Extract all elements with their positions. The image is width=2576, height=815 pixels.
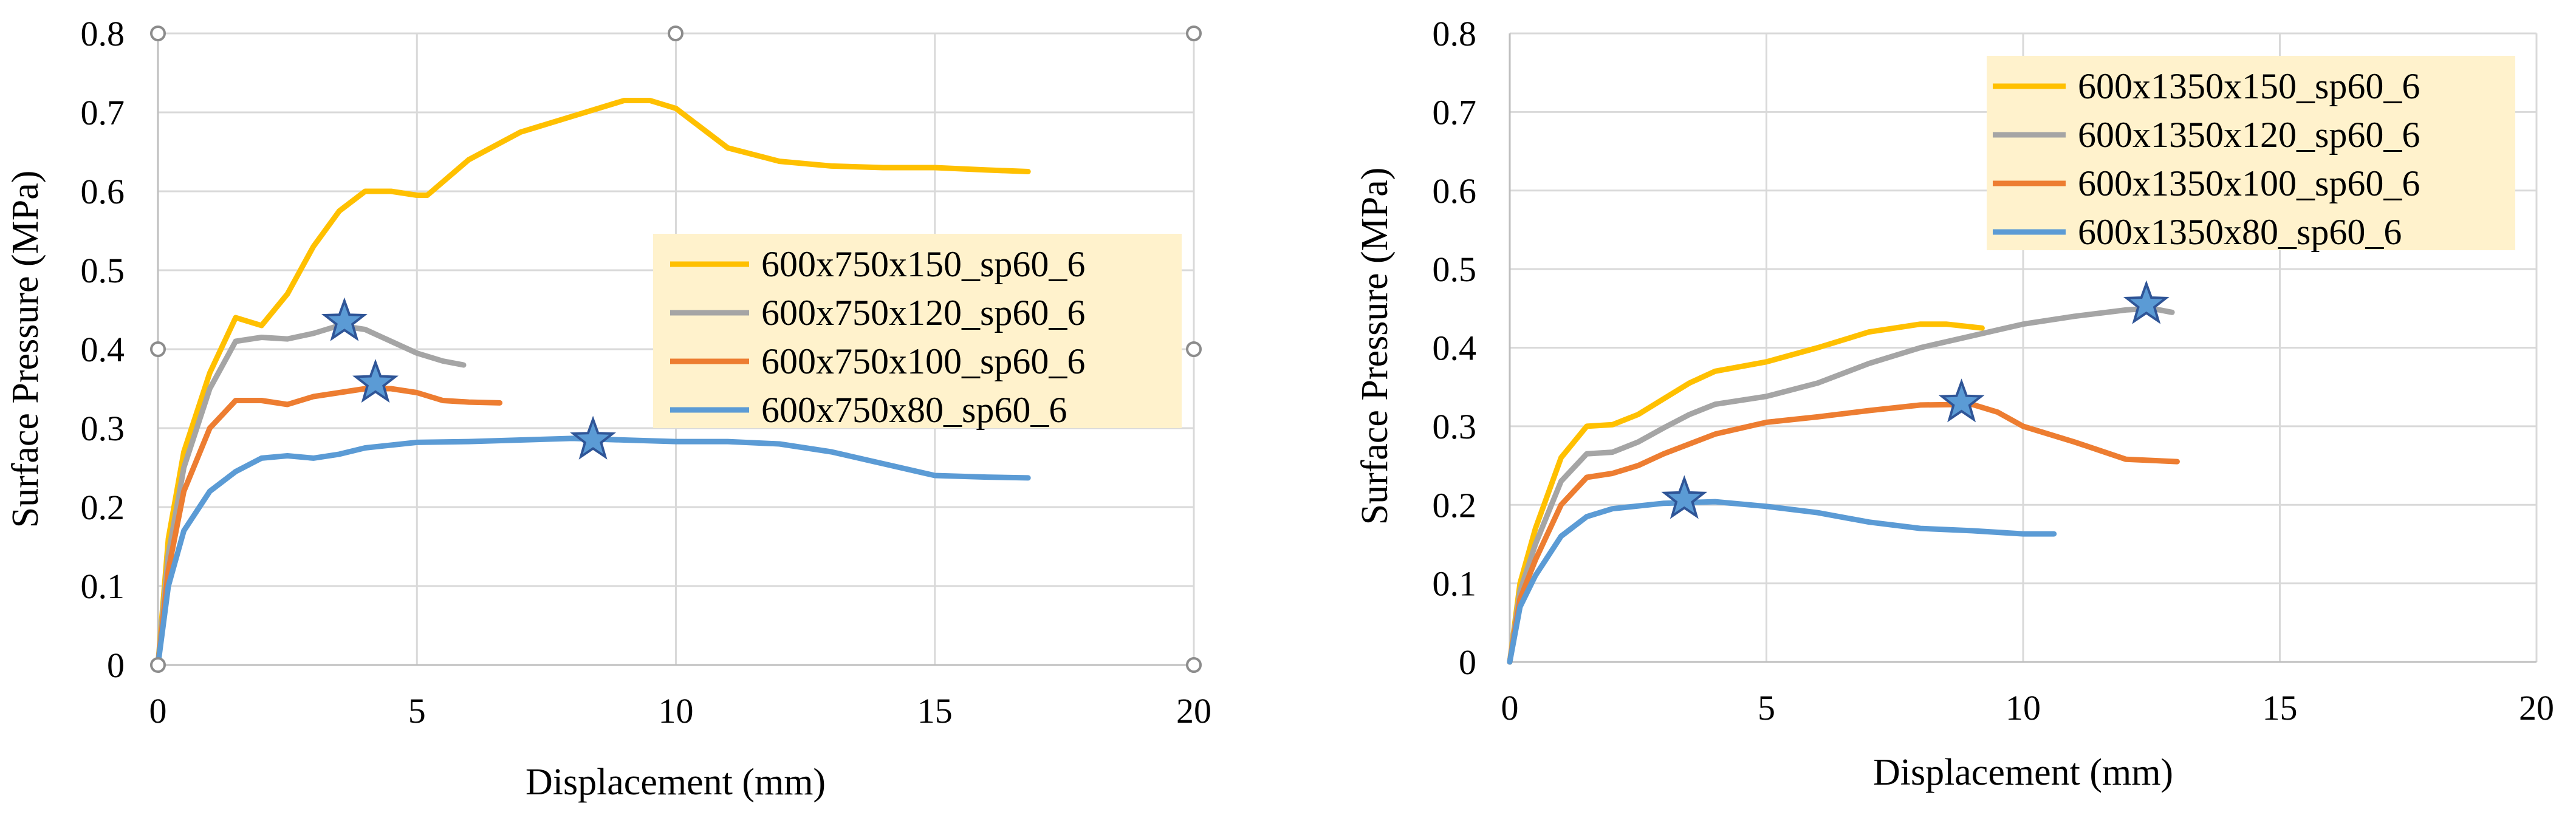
series-line[interactable] bbox=[1507, 499, 2057, 665]
chart-left-selection-handles[interactable] bbox=[150, 26, 1202, 673]
star-marker bbox=[1938, 378, 1985, 423]
chart-left-y-axis-title: Surface Pressure (MPa) bbox=[5, 171, 46, 528]
star-marker bbox=[570, 415, 616, 460]
chart-left-series bbox=[155, 98, 1031, 668]
selection-handle[interactable] bbox=[668, 26, 683, 41]
x-tick-label: 5 bbox=[1758, 688, 1775, 728]
x-tick-label: 10 bbox=[2006, 688, 2041, 728]
selection-handle[interactable] bbox=[1186, 341, 1202, 357]
legend-label: 600x750x80_sp60_6 bbox=[761, 390, 1067, 430]
y-tick-label: 0.2 bbox=[1433, 485, 1477, 525]
legend-label: 600x1350x150_sp60_6 bbox=[2078, 66, 2420, 106]
y-tick-label: 0.8 bbox=[81, 14, 125, 53]
chart-left-x-axis-title: Displacement (mm) bbox=[526, 762, 826, 803]
x-tick-label: 10 bbox=[659, 691, 694, 731]
chart-left-markers bbox=[321, 297, 616, 460]
legend-label: 600x1350x100_sp60_6 bbox=[2078, 163, 2420, 203]
y-tick-label: 0.7 bbox=[1433, 92, 1477, 132]
selection-handle[interactable] bbox=[150, 657, 166, 673]
chart-right-legend[interactable]: 600x1350x150_sp60_6 600x1350x120_sp60_6 60… bbox=[1987, 56, 2515, 252]
selection-handle[interactable] bbox=[150, 341, 166, 357]
chart-left: 0 0.1 0.2 0.3 0.4 0.5 0.6 0.7 0.8 0 5 10 15 20 Surfa… bbox=[5, 14, 1211, 803]
y-tick-label: 0 bbox=[1459, 643, 1476, 682]
y-tick-label: 0.1 bbox=[1433, 564, 1477, 604]
series-line[interactable] bbox=[155, 435, 1031, 668]
chart-right-series bbox=[1507, 305, 2180, 665]
y-tick-label: 0.2 bbox=[81, 488, 125, 527]
y-tick-label: 0.4 bbox=[81, 330, 125, 369]
x-tick-label: 15 bbox=[2263, 688, 2298, 728]
y-tick-label: 0.6 bbox=[1433, 171, 1477, 211]
legend-label: 600x1350x120_sp60_6 bbox=[2078, 115, 2420, 155]
star-marker bbox=[2123, 280, 2170, 324]
series-line[interactable] bbox=[155, 322, 467, 668]
x-tick-label: 20 bbox=[2519, 688, 2554, 728]
chart-left-x-ticks: 0 5 10 15 20 bbox=[149, 691, 1212, 731]
star-marker bbox=[321, 297, 368, 341]
chart-right-y-ticks: 0 0.1 0.2 0.3 0.4 0.5 0.6 0.7 0.8 bbox=[1433, 14, 1477, 682]
selection-handle[interactable] bbox=[1186, 26, 1202, 41]
star-marker bbox=[352, 359, 399, 403]
series-line[interactable] bbox=[155, 98, 1031, 668]
chart-right-markers bbox=[1661, 280, 2170, 519]
y-tick-label: 0.1 bbox=[81, 567, 125, 606]
chart-left-legend[interactable]: 600x750x150_sp60_6 600x750x120_sp60_6 600x… bbox=[653, 234, 1182, 430]
chart-left-y-ticks: 0 0.1 0.2 0.3 0.4 0.5 0.6 0.7 0.8 bbox=[81, 14, 125, 685]
chart-right-axes bbox=[1509, 33, 2537, 663]
y-tick-label: 0.7 bbox=[81, 93, 125, 132]
x-tick-label: 20 bbox=[1176, 691, 1211, 731]
chart-right-x-ticks: 0 5 10 15 20 bbox=[1501, 688, 2555, 728]
y-tick-label: 0.4 bbox=[1433, 329, 1477, 368]
selection-handle[interactable] bbox=[150, 26, 166, 41]
selection-handle[interactable] bbox=[1186, 657, 1202, 673]
series-line[interactable] bbox=[1507, 401, 2180, 665]
x-tick-label: 15 bbox=[917, 691, 953, 731]
y-tick-label: 0.5 bbox=[1433, 250, 1477, 289]
y-tick-label: 0 bbox=[107, 646, 125, 685]
legend-label: 600x750x150_sp60_6 bbox=[761, 244, 1085, 284]
chart-right-legend-box bbox=[1987, 56, 2515, 250]
series-line[interactable] bbox=[1507, 321, 1985, 665]
y-tick-label: 0.8 bbox=[1433, 14, 1477, 53]
legend-label: 600x750x120_sp60_6 bbox=[761, 293, 1085, 333]
chart-right-y-axis-title: Surface Pressure (MPa) bbox=[1354, 168, 1396, 525]
legend-label: 600x1350x80_sp60_6 bbox=[2078, 212, 2402, 252]
series-line[interactable] bbox=[155, 386, 503, 668]
x-tick-label: 0 bbox=[149, 691, 167, 731]
series-line[interactable] bbox=[1507, 305, 2175, 665]
x-tick-label: 5 bbox=[408, 691, 426, 731]
chart-right: 0 0.1 0.2 0.3 0.4 0.5 0.6 0.7 0.8 0 5 10 15 20 Surfa… bbox=[1354, 14, 2554, 793]
chart-right-x-axis-title: Displacement (mm) bbox=[1873, 752, 2173, 793]
y-tick-label: 0.6 bbox=[81, 172, 125, 211]
y-tick-label: 0.5 bbox=[81, 251, 125, 290]
legend-label: 600x750x100_sp60_6 bbox=[761, 341, 1085, 381]
y-tick-label: 0.3 bbox=[81, 409, 125, 448]
star-marker bbox=[1661, 475, 1708, 519]
y-tick-label: 0.3 bbox=[1433, 407, 1477, 446]
x-tick-label: 0 bbox=[1501, 688, 1519, 728]
